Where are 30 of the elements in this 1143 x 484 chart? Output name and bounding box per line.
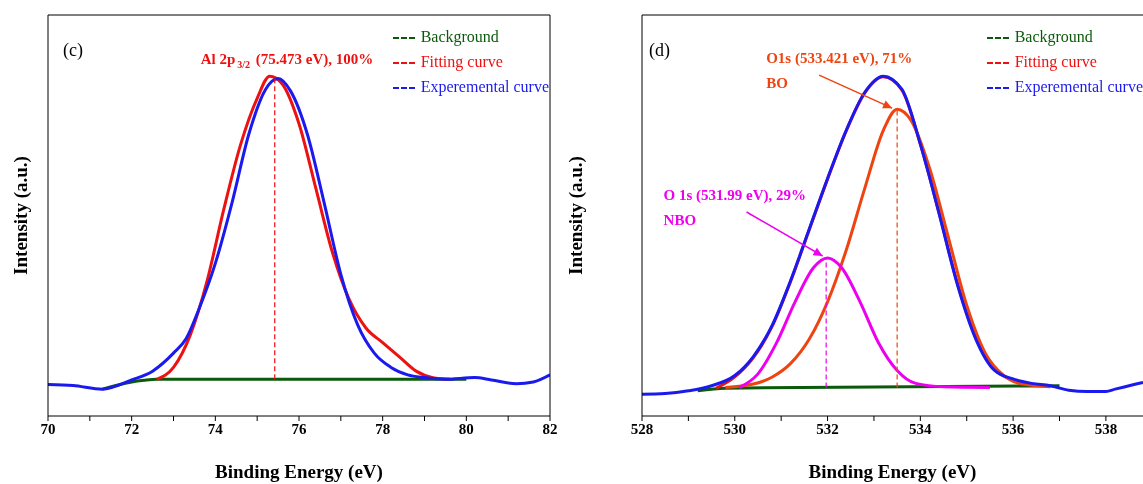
x-tick-label: 80 xyxy=(458,420,474,437)
x-tick-label: 528 xyxy=(630,420,654,437)
x-axis-title: Binding Energy (eV) xyxy=(808,461,977,483)
annotation: NBO xyxy=(663,211,697,228)
legend-label: Experemental curve xyxy=(1013,77,1143,98)
chart-title: (c) xyxy=(63,40,83,61)
legend-label: Experemental curve xyxy=(419,77,549,98)
legend-label: Background xyxy=(419,27,500,48)
x-tick-label: 82 xyxy=(542,420,558,437)
chart-title: (d) xyxy=(649,40,670,61)
x-tick-label: 78 xyxy=(375,420,391,437)
annotation: O1s (533.421 eV), 71% xyxy=(766,50,913,68)
x-axis-title: Binding Energy (eV) xyxy=(215,461,383,483)
legend-label: Fitting curve xyxy=(1013,52,1098,73)
annotation: O 1s (531.99 eV), 29% xyxy=(663,186,807,204)
x-tick-label: 74 xyxy=(207,420,224,437)
y-axis-title: Intensity (a.u.) xyxy=(9,156,32,275)
x-tick-label: 76 xyxy=(291,420,307,437)
x-tick-label: 72 xyxy=(124,420,140,437)
legend-label: Fitting curve xyxy=(419,52,504,73)
annotation: Al 2p$_{3/2}$ (75.473 eV), 100% xyxy=(200,51,374,71)
annotation: BO xyxy=(766,75,788,92)
x-tick-label: 70 xyxy=(40,420,56,437)
x-tick-label: 532 xyxy=(816,420,839,437)
y-axis-title: Intensity (a.u.) xyxy=(564,156,587,275)
x-tick-label: 530 xyxy=(723,420,747,437)
x-tick-label: 536 xyxy=(1001,420,1025,437)
x-tick-label: 538 xyxy=(1094,420,1118,437)
x-tick-label: 534 xyxy=(909,420,933,437)
legend-label: Background xyxy=(1013,27,1094,48)
